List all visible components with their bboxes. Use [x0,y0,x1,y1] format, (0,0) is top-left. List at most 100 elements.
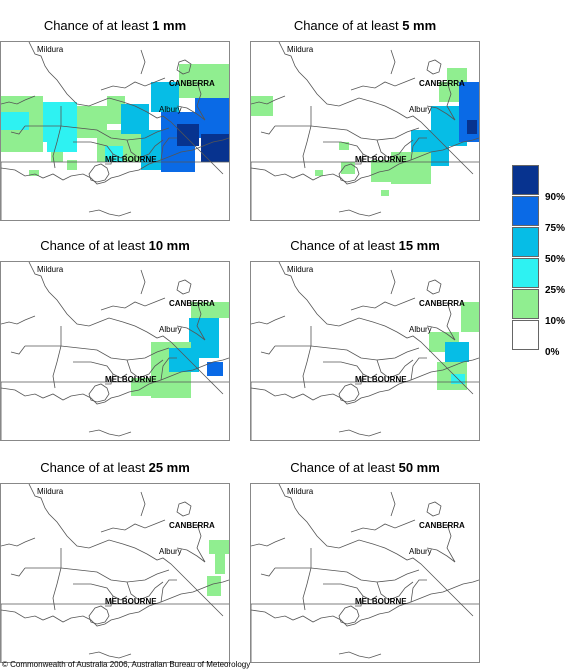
boundary-line [160,357,177,381]
boundary-line [176,105,206,121]
rainfall-map: Mildura CANBERRA Albury MELBOURNE [250,261,480,441]
place-label-mildura: Mildura [37,45,64,54]
boundary-line [426,279,442,295]
boundary-line [1,537,36,547]
probability-cell [341,162,355,174]
boundary-line [10,567,26,577]
boundary-line [28,42,224,175]
state-and-district-boundaries [251,484,479,662]
boundary-line [390,269,396,295]
boundary-line [260,567,276,577]
boundary-line [251,357,479,405]
probability-cell [67,160,77,170]
panel-title: Chance of at least 25 mm [40,460,190,475]
panel-amount: 15 mm [398,238,440,253]
panel-amount: 5 mm [402,18,437,33]
boundary-line [338,383,360,403]
state-and-district-boundaries [1,262,229,440]
boundary-line [160,579,177,603]
boundary-line [338,209,382,217]
place-label-melbourne: MELBOURNE [355,597,407,606]
place-label-albury: Albury [159,547,182,556]
boundary-line [251,537,286,547]
boundary-line [126,581,164,601]
boundary-line [251,381,479,440]
map-svg: Mildura CANBERRA Albury MELBOURNE [1,42,229,220]
boundary-line [1,315,36,325]
rain-probability-shading [1,64,229,176]
boundary-line [10,125,26,135]
boundary-line [25,345,170,361]
boundary-line [52,106,62,169]
place-label-canberra: CANBERRA [169,521,215,530]
probability-cell [191,302,229,318]
boundary-line [426,547,456,563]
boundary-line [338,605,360,625]
probability-legend: 90% 75% 50% 25% 10% 0% [512,165,570,365]
boundary-line [196,81,206,121]
place-label-mildura: Mildura [287,45,314,54]
legend-swatch-50 [512,227,539,257]
probability-cell [339,142,349,150]
boundary-line [25,125,170,141]
boundary-line [302,548,312,611]
boundary-line [410,357,427,381]
boundary-line [260,125,276,135]
place-label-canberra: CANBERRA [419,79,465,88]
boundary-line [100,77,166,91]
boundary-line [176,547,206,563]
probability-cell [251,96,273,116]
place-label-mildura: Mildura [287,265,314,274]
place-label-mildura: Mildura [37,265,64,274]
boundary-line [426,105,456,121]
probability-cell [467,120,477,134]
boundary-line [323,361,378,379]
rainfall-map: Mildura CANBERRA Albury MELBOURNE [250,483,480,663]
rainfall-map: Mildura CANBERRA Albury MELBOURNE [0,261,230,441]
boundary-line [355,153,364,165]
boundary-line [350,519,416,533]
boundary-line [350,297,416,311]
boundary-line [105,595,114,607]
boundary-line [410,579,427,603]
boundary-line [88,383,110,403]
place-label-canberra: CANBERRA [419,299,465,308]
probability-cell [47,134,77,152]
boundary-line [28,484,224,617]
boundary-line [88,429,132,437]
boundary-line [426,501,442,517]
boundary-line [446,523,456,563]
probability-cell [179,64,229,98]
boundary-line [88,651,132,659]
place-label-albury: Albury [409,547,432,556]
boundary-line [390,491,396,517]
probability-cell [461,302,479,332]
boundary-line [1,95,36,105]
map-svg: Mildura CANBERRA Albury MELBOURNE [1,262,229,440]
legend-label-75: 75% [545,223,566,234]
copyright-notice: © Commonwealth of Australia 2006, Austra… [2,660,251,669]
boundary-line [446,81,456,121]
rainfall-map: Mildura CANBERRA Albury MELBOURNE [250,41,480,221]
boundary-line [251,95,286,105]
panel-title: Chance of at least 50 mm [290,460,440,475]
probability-cell [215,554,225,574]
probability-cell [201,134,229,162]
boundary-line [52,326,62,389]
boundary-line [100,519,166,533]
panel-title: Chance of at least 15 mm [290,238,440,253]
place-label-melbourne: MELBOURNE [105,375,157,384]
boundary-line [446,301,456,341]
boundary-line [260,345,276,355]
boundary-line [1,603,229,662]
map-svg: Mildura CANBERRA Albury MELBOURNE [251,42,479,220]
boundary-line [126,359,164,379]
boundary-line [323,141,378,159]
place-label-albury: Albury [409,105,432,114]
legend-label-90: 90% [545,192,566,203]
boundary-line [338,429,382,437]
map-svg: Mildura CANBERRA Albury MELBOURNE [1,484,229,662]
boundary-line [25,567,170,583]
panel-amount: 10 mm [148,238,190,253]
rain-probability-shading [251,68,479,196]
